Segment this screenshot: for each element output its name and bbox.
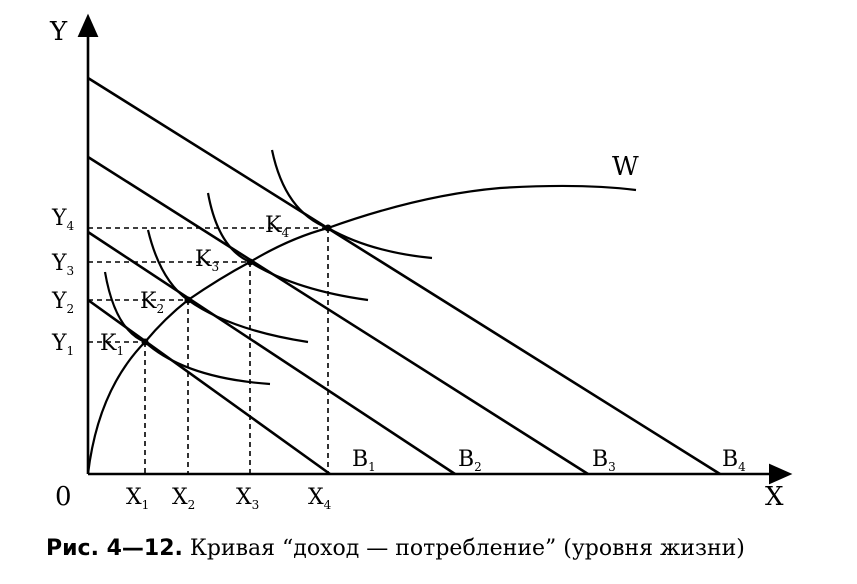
origin-label: 0 <box>55 482 72 512</box>
income-consumption-curve-w <box>86 184 637 475</box>
x-tick-x3: X3 <box>236 485 259 512</box>
budget-line-b4 <box>87 76 721 476</box>
caption-prefix: Рис. 4—12. <box>46 536 183 561</box>
caption-text: Кривая “доход — потребление” (уровня жиз… <box>189 536 745 561</box>
point-label-k1: K1 <box>100 331 124 358</box>
budget-line-b3 <box>87 155 589 476</box>
budget-label-b1: B1 <box>352 447 376 474</box>
y-tick-y4: Y4 <box>51 206 75 233</box>
tangency-point-k3 <box>246 258 254 266</box>
budget-label-b4: B4 <box>722 447 746 474</box>
point-label-k2: K2 <box>140 289 164 316</box>
y-axis-label: Y <box>49 17 68 47</box>
budget-label-b2: B2 <box>458 447 482 474</box>
curve-label-w: W <box>612 152 639 182</box>
x-tick-x2: X2 <box>172 485 195 512</box>
x-tick-x4: X4 <box>308 485 332 512</box>
figure-caption: Рис. 4—12. Кривая “доход — потребление” … <box>46 536 846 561</box>
y-tick-y3: Y3 <box>51 251 74 278</box>
x-axis-label: X <box>765 482 784 512</box>
tangency-point-k1 <box>141 338 149 346</box>
budget-line-b2 <box>87 230 456 476</box>
point-label-k3: K3 <box>195 247 219 274</box>
x-tick-x1: X1 <box>126 485 149 512</box>
point-label-k4: K4 <box>265 213 289 240</box>
budget-label-b3: B3 <box>592 447 616 474</box>
y-tick-y1: Y1 <box>51 331 74 358</box>
y-tick-y2: Y2 <box>51 289 74 316</box>
tangency-point-k2 <box>184 296 192 304</box>
tangency-point-k4 <box>324 224 332 232</box>
